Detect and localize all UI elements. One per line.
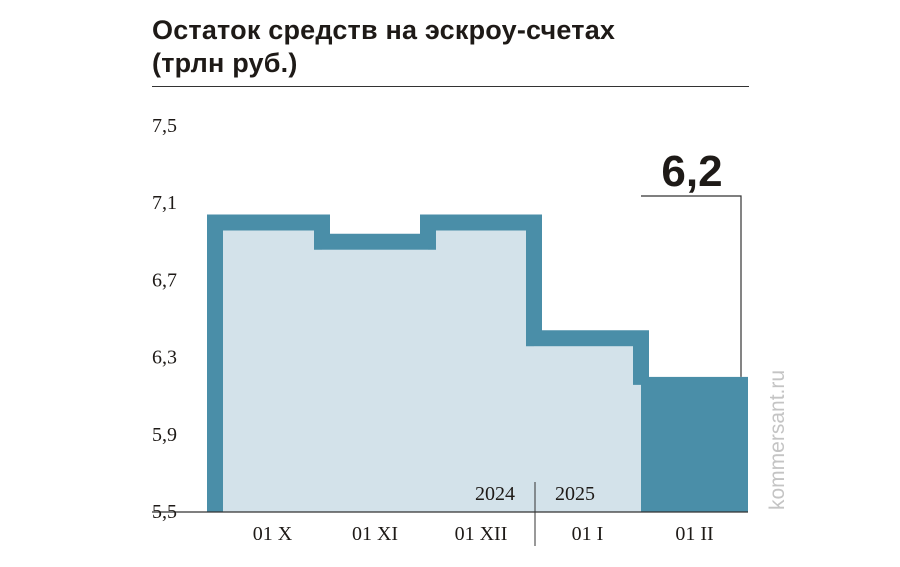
y-tick-label: 6,7 xyxy=(152,269,177,291)
callout-bracket xyxy=(641,195,742,377)
x-tick-label: 01 XII xyxy=(455,523,508,545)
chart-title: Остаток средств на эскроу-счетах (трлн р… xyxy=(152,14,752,80)
year-label: 2024 xyxy=(475,483,515,505)
x-tick-label: 01 X xyxy=(253,523,293,545)
bar-01-x xyxy=(223,230,322,512)
bar-highlight xyxy=(641,376,748,512)
bar-01-i xyxy=(534,346,641,512)
y-tick-label: 6,3 xyxy=(152,347,177,369)
x-tick-label: 01 XI xyxy=(352,523,398,545)
x-tick-label: 01 II xyxy=(675,523,713,545)
chart-title-line-1: Остаток средств на эскроу-счетах xyxy=(152,15,616,45)
watermark: kommersant.ru xyxy=(766,369,789,510)
bar-outline xyxy=(207,214,649,512)
bar-01-xii xyxy=(428,230,534,512)
y-tick-label: 7,1 xyxy=(152,192,177,214)
y-tick-label: 5,5 xyxy=(152,501,177,523)
year-label: 2025 xyxy=(555,483,595,505)
highlight-value-label: 6,2 xyxy=(661,147,722,196)
chart-title-line-2: (трлн руб.) xyxy=(152,48,298,78)
x-tick-label: 01 I xyxy=(572,523,604,545)
title-divider xyxy=(152,86,749,87)
y-tick-label: 5,9 xyxy=(152,424,177,446)
bar-01-xi xyxy=(322,249,428,513)
y-tick-label: 7,5 xyxy=(152,115,177,137)
